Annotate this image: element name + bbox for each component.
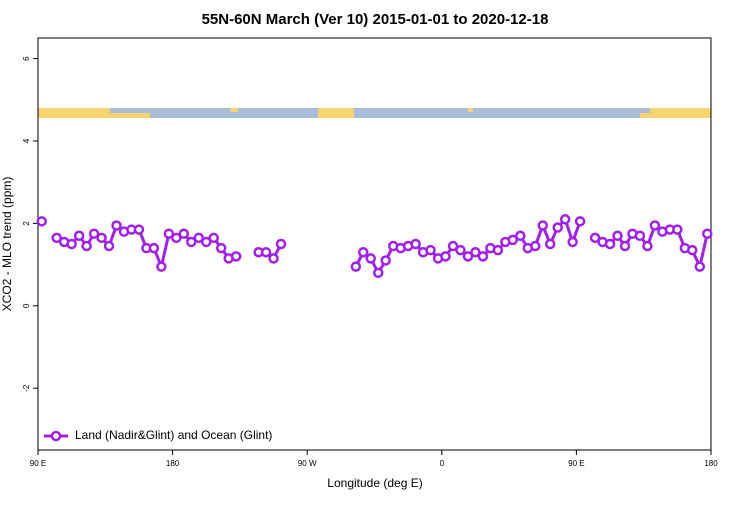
y-tick-label: 2 bbox=[22, 221, 31, 226]
x-tick-label: 0 bbox=[440, 459, 445, 468]
data-point bbox=[275, 238, 287, 250]
data-point bbox=[171, 232, 182, 244]
y-tick-label: 0 bbox=[22, 303, 31, 308]
data-point bbox=[208, 232, 219, 244]
data-point bbox=[425, 244, 436, 256]
map-strip bbox=[38, 108, 711, 118]
land-strip bbox=[468, 108, 473, 112]
data-point bbox=[694, 261, 706, 272]
data-point bbox=[455, 244, 466, 256]
data-point bbox=[507, 234, 519, 246]
data-point bbox=[649, 220, 661, 231]
data-point bbox=[440, 251, 451, 262]
data-point bbox=[36, 216, 47, 227]
data-point bbox=[260, 246, 272, 258]
x-axis-label: Longitude (deg E) bbox=[327, 476, 422, 490]
x-tick-label: 180 bbox=[704, 459, 718, 468]
data-point bbox=[350, 261, 362, 272]
land-strip bbox=[110, 113, 150, 118]
data-point bbox=[477, 251, 489, 262]
data-point bbox=[103, 240, 115, 252]
x-tick-label: 90 W bbox=[298, 459, 317, 468]
x-tick-label: 90 E bbox=[30, 459, 46, 468]
data-point bbox=[358, 246, 369, 258]
data-point bbox=[156, 261, 167, 272]
data-point bbox=[163, 228, 175, 239]
data-point bbox=[702, 228, 713, 239]
data-point bbox=[268, 253, 279, 264]
land-strip bbox=[318, 108, 354, 118]
y-axis-label: XCO2 - MLO trend (ppm) bbox=[0, 177, 14, 312]
data-point bbox=[552, 222, 563, 233]
data-point bbox=[81, 240, 92, 252]
ocean-strip bbox=[38, 108, 711, 118]
data-point bbox=[133, 224, 145, 235]
plot-frame bbox=[37, 37, 712, 451]
data-point bbox=[111, 220, 122, 231]
data-point bbox=[96, 232, 107, 244]
land-strip bbox=[640, 113, 652, 118]
data-point bbox=[559, 214, 571, 225]
data-point bbox=[642, 240, 653, 252]
data-point bbox=[186, 236, 197, 248]
data-point bbox=[634, 230, 646, 242]
data-point bbox=[372, 267, 384, 279]
data-point bbox=[687, 244, 698, 256]
land-strip bbox=[230, 108, 238, 112]
data-point bbox=[492, 244, 504, 256]
data-point bbox=[530, 240, 541, 252]
data-point bbox=[567, 236, 578, 248]
data-point bbox=[462, 251, 474, 262]
data-point bbox=[51, 232, 62, 244]
data-point bbox=[470, 246, 481, 258]
data-point bbox=[515, 230, 526, 242]
data-point bbox=[201, 236, 212, 248]
data-point bbox=[619, 240, 631, 252]
y-tick-label: 6 bbox=[22, 56, 31, 61]
data-point bbox=[589, 232, 601, 244]
data-point bbox=[574, 216, 586, 227]
land-strip bbox=[38, 108, 110, 118]
data-point bbox=[604, 238, 616, 250]
data-point bbox=[193, 232, 205, 244]
data-point bbox=[215, 242, 227, 254]
data-point bbox=[73, 230, 85, 242]
x-tick-label: 90 E bbox=[568, 459, 584, 468]
data-point bbox=[88, 228, 100, 239]
data-point bbox=[612, 230, 623, 242]
data-point bbox=[380, 255, 391, 266]
data-point bbox=[544, 238, 556, 250]
data-point bbox=[410, 238, 421, 250]
y-tick-label: 4 bbox=[22, 138, 31, 143]
data-point bbox=[447, 240, 459, 252]
data-point bbox=[178, 228, 190, 239]
land-strip bbox=[650, 108, 711, 118]
data-point bbox=[537, 220, 548, 231]
legend-marker bbox=[50, 430, 62, 442]
data-point bbox=[672, 224, 683, 235]
data-point bbox=[148, 242, 160, 254]
data-point bbox=[66, 238, 77, 250]
y-tick-label: -2 bbox=[22, 384, 31, 392]
data-point bbox=[230, 251, 242, 262]
x-tick-label: 180 bbox=[166, 459, 180, 468]
legend-label: Land (Nadir&Glint) and Ocean (Glint) bbox=[75, 428, 272, 442]
data-point bbox=[365, 253, 377, 264]
chart-title: 55N-60N March (Ver 10) 2015-01-01 to 202… bbox=[202, 11, 549, 28]
